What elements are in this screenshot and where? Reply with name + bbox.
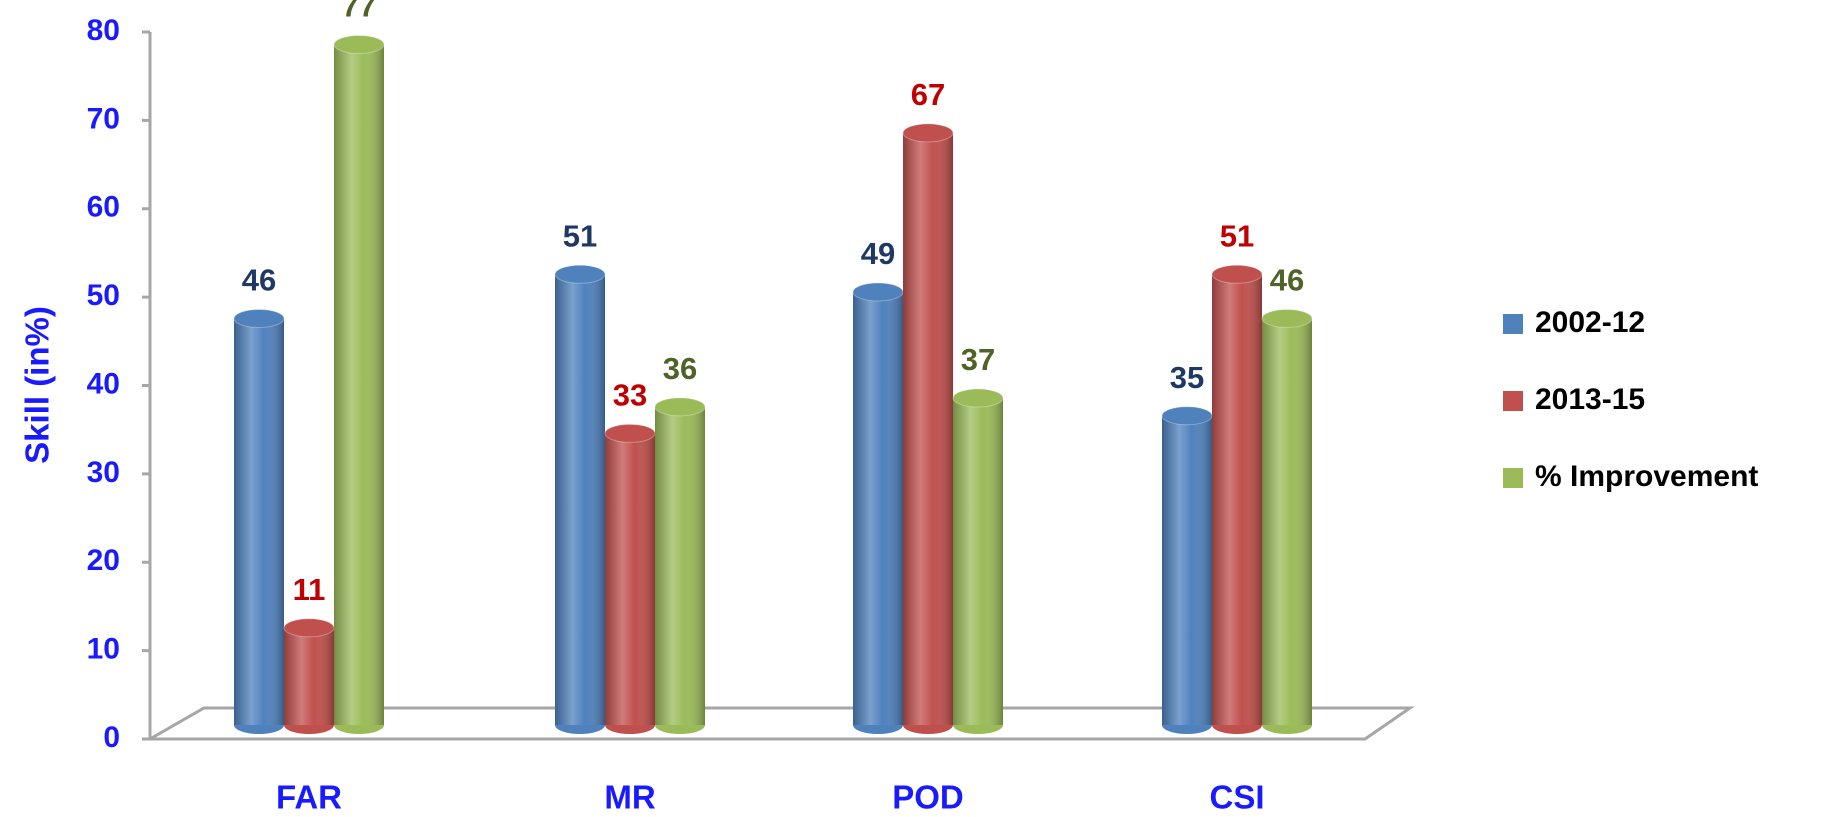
bar-shade — [903, 132, 953, 725]
data-label: 36 — [663, 351, 697, 386]
data-label: 67 — [911, 77, 945, 112]
bar-top — [283, 618, 335, 638]
y-tick-label: 30 — [87, 456, 120, 489]
bar-top — [1161, 406, 1213, 426]
bar-top — [902, 123, 954, 143]
x-tick-label: CSI — [1209, 779, 1264, 816]
bar-top — [604, 423, 656, 443]
bar-top — [554, 264, 606, 284]
y-tick-label: 60 — [87, 191, 120, 224]
y-tick-label: 10 — [87, 633, 120, 666]
bar-shade — [555, 274, 605, 725]
x-tick-label: MR — [604, 779, 655, 816]
bar-shade — [655, 406, 705, 725]
data-label: 37 — [961, 342, 995, 377]
legend-swatch — [1503, 468, 1523, 488]
y-tick-label: 80 — [87, 14, 120, 47]
data-label: 46 — [1270, 263, 1304, 298]
y-tick-label: 50 — [87, 279, 120, 312]
data-label: 33 — [613, 378, 647, 413]
y-axis-label: Skill (in%) — [19, 306, 56, 464]
bar-shade — [234, 318, 284, 725]
y-tick-label: 70 — [87, 102, 120, 135]
bar-shade — [1262, 318, 1312, 725]
legend-label: % Improvement — [1535, 460, 1758, 493]
y-tick-label: 20 — [87, 544, 120, 577]
legend-label: 2002-12 — [1535, 306, 1645, 339]
bar-top — [654, 397, 706, 417]
bar-shade — [1212, 274, 1262, 725]
bar-top — [852, 282, 904, 302]
bar-top — [333, 35, 385, 55]
data-label: 51 — [1220, 218, 1254, 253]
legend-swatch — [1503, 314, 1523, 334]
y-tick-label: 40 — [87, 367, 120, 400]
x-tick-label: POD — [892, 779, 964, 816]
bar-top — [1211, 264, 1263, 284]
floor — [144, 706, 1415, 741]
data-label: 49 — [861, 236, 895, 271]
bar-shade — [953, 398, 1003, 725]
bar-top — [952, 388, 1004, 408]
y-tick-label: 0 — [103, 721, 120, 754]
data-label: 11 — [293, 572, 326, 607]
x-tick-label: FAR — [276, 779, 342, 816]
bar-shade — [1162, 415, 1212, 725]
bar-shade — [853, 291, 903, 725]
data-label: 51 — [563, 218, 597, 253]
bar-shade — [605, 433, 655, 725]
bar-top — [233, 308, 285, 328]
bar-shade — [334, 44, 384, 725]
legend-swatch — [1503, 391, 1523, 411]
data-label: 46 — [242, 263, 276, 298]
bar-top — [1261, 308, 1313, 328]
legend-label: 2013-15 — [1535, 383, 1645, 416]
data-label: 35 — [1170, 360, 1204, 395]
data-label: 77 — [342, 0, 376, 24]
bar-shade — [284, 627, 334, 725]
